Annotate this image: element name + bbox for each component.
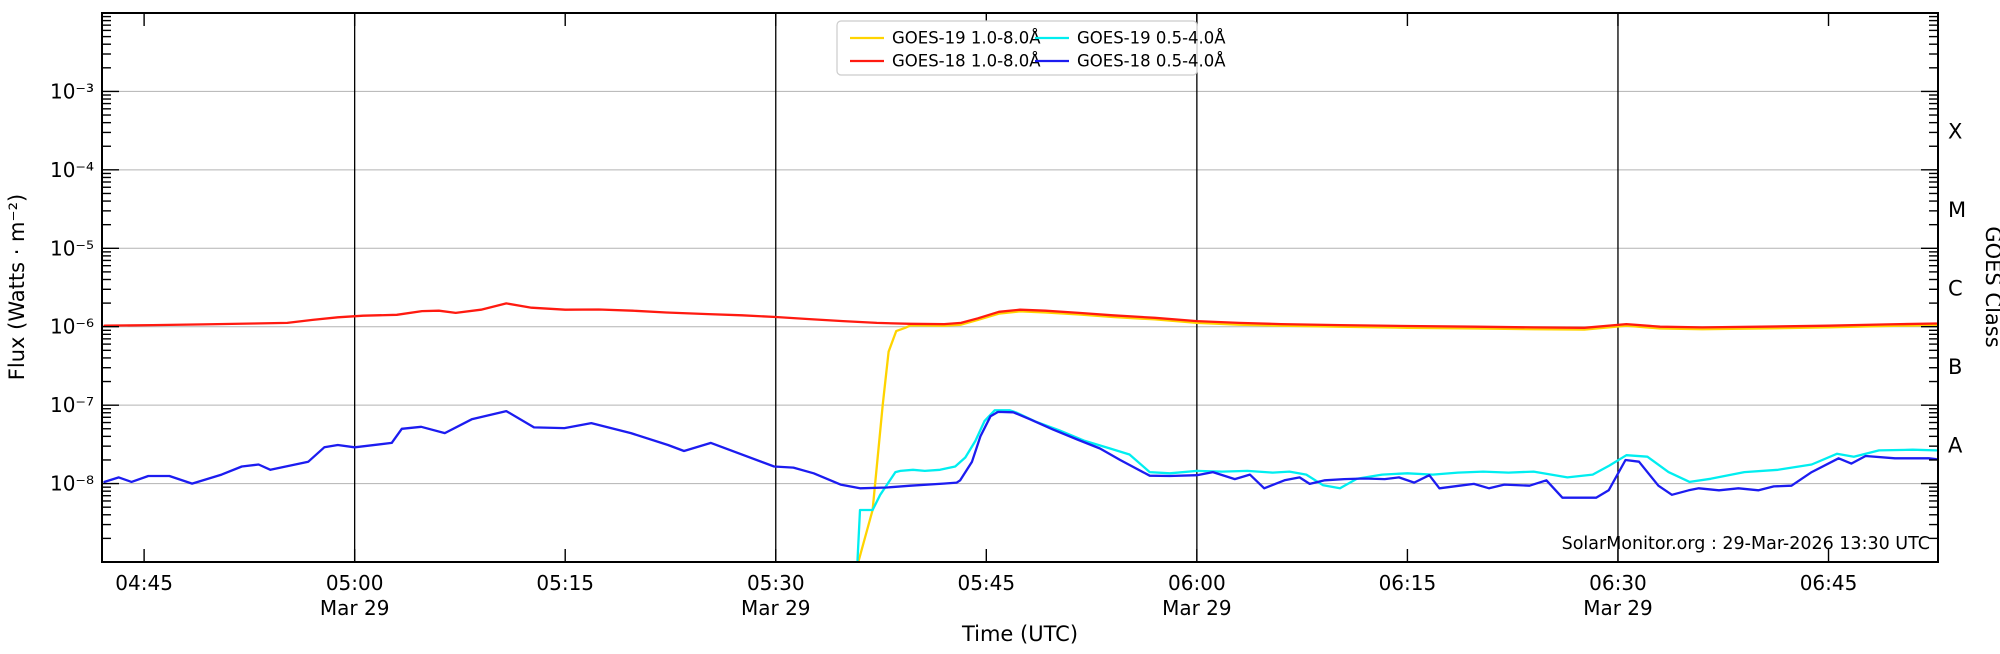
- legend-label: GOES-19 1.0-8.0Å: [892, 29, 1041, 48]
- y-tick-label: 10⁻³: [50, 79, 94, 103]
- x-tick-label: 05:00: [326, 571, 384, 595]
- plot-frame: [101, 12, 1939, 563]
- goes-class-letter: X: [1948, 120, 1962, 144]
- series-goes-18-0-5-4-0: [103, 409, 1938, 499]
- x-tick-label: 06:15: [1379, 571, 1437, 595]
- x-date-label: Mar 29: [1583, 596, 1653, 620]
- y-axis-title: Flux (Watts · m⁻²): [5, 194, 29, 380]
- series-goes-18-1-0-8-0: [103, 302, 1938, 329]
- x-tick-label: 06:30: [1589, 571, 1647, 595]
- goes-class-letter: C: [1948, 277, 1963, 301]
- decade-gridlines: [102, 90, 1938, 485]
- series-group: [103, 302, 1938, 562]
- x-axis-title: Time (UTC): [961, 622, 1078, 646]
- attribution-text: SolarMonitor.org : 29-Mar-2026 13:30 UTC: [1562, 534, 1930, 554]
- goes-class-letter: M: [1948, 198, 1966, 222]
- x-tick-label: 05:15: [536, 571, 594, 595]
- goes-class-letter: A: [1948, 433, 1963, 457]
- x-tick-label: 05:45: [957, 571, 1015, 595]
- series-goes-19-0-5-4-0: [856, 409, 1938, 562]
- x-tick-label: 04:45: [115, 571, 173, 595]
- right-axis-title: GOES Class: [1981, 226, 2000, 347]
- goes-class-letter: B: [1948, 355, 1962, 379]
- legend-box: [836, 20, 1198, 76]
- legend: GOES-19 1.0-8.0Å GOES-18 1.0-8.0Å GOES-19 …: [836, 20, 1226, 76]
- y-tick-label: 10⁻⁵: [50, 236, 94, 260]
- x-tick-label: 06:45: [1800, 571, 1858, 595]
- x-date-label: Mar 29: [741, 596, 811, 620]
- legend-label: GOES-19 0.5-4.0Å: [1077, 29, 1226, 48]
- series-goes-19-1-0-8-0: [857, 310, 1938, 562]
- y-tick-label: 10⁻⁸: [50, 472, 94, 496]
- x-tick-label: 06:00: [1168, 571, 1226, 595]
- ticks: [102, 13, 1938, 562]
- y-tick-label: 10⁻⁷: [50, 393, 94, 417]
- y-tick-label: 10⁻⁴: [50, 158, 94, 182]
- x-tick-label: 05:30: [747, 571, 805, 595]
- legend-label: GOES-18 1.0-8.0Å: [892, 52, 1041, 71]
- x-date-label: Mar 29: [1162, 596, 1232, 620]
- x-date-label: Mar 29: [320, 596, 390, 620]
- y-tick-label: 10⁻⁶: [50, 315, 94, 339]
- legend-label: GOES-18 0.5-4.0Å: [1077, 52, 1226, 71]
